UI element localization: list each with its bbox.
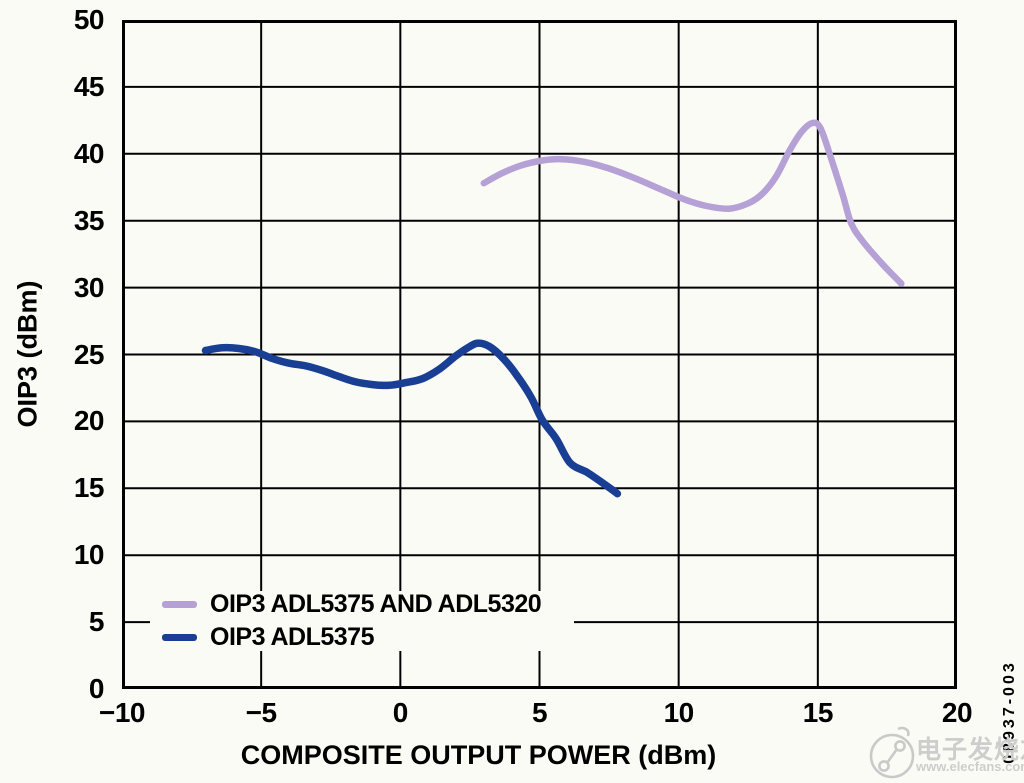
y-tick-label: 35 bbox=[73, 204, 105, 236]
legend-label: OIP3 ADL5375 bbox=[210, 623, 374, 651]
y-tick-label: 40 bbox=[73, 137, 105, 169]
watermark-cn-text: 电子发烧友 bbox=[916, 736, 1024, 764]
legend-item-adl5375-adl5320: OIP3 ADL5375 AND ADL5320 bbox=[162, 590, 574, 619]
y-axis-title: OIP3 (dBm) bbox=[12, 280, 43, 428]
series-line-0 bbox=[480, 119, 905, 287]
x-tick-label: 15 bbox=[802, 697, 834, 728]
legend-swatch-blue bbox=[162, 634, 197, 641]
legend-label: OIP3 ADL5375 AND ADL5320 bbox=[210, 590, 542, 618]
y-tick-label: 45 bbox=[73, 70, 105, 102]
y-tick-label: 25 bbox=[73, 338, 105, 370]
series-line-1 bbox=[201, 339, 622, 498]
y-tick-label: 10 bbox=[73, 539, 105, 571]
x-tick-label: −5 bbox=[245, 697, 277, 728]
y-tick-label: 0 bbox=[88, 673, 105, 704]
x-tick-label: 10 bbox=[663, 697, 695, 728]
y-tick-label: 20 bbox=[73, 405, 105, 437]
x-axis-title: COMPOSITE OUTPUT POWER (dBm) bbox=[240, 740, 717, 770]
chart-canvas bbox=[122, 20, 957, 689]
legend: OIP3 ADL5375 AND ADL5320 OIP3 ADL5375 bbox=[150, 590, 574, 652]
y-tick-label: 30 bbox=[73, 271, 105, 303]
y-tick-label: 15 bbox=[73, 472, 105, 504]
y-tick-label: 50 bbox=[73, 4, 105, 35]
watermark: 电子发烧友 www.elecfans.com bbox=[868, 722, 1024, 782]
legend-swatch-purple bbox=[162, 601, 197, 608]
legend-item-adl5375: OIP3 ADL5375 bbox=[162, 623, 574, 652]
x-tick-label: 5 bbox=[531, 697, 548, 728]
watermark-url-text: www.elecfans.com bbox=[916, 759, 1024, 774]
x-tick-label: 20 bbox=[941, 697, 973, 728]
x-tick-label: 0 bbox=[392, 697, 409, 728]
x-tick-label: −10 bbox=[99, 697, 146, 728]
elecfans-logo-icon bbox=[869, 726, 915, 779]
y-tick-label: 5 bbox=[88, 606, 105, 638]
plot-area: OIP3 ADL5375 AND ADL5320 OIP3 ADL5375 bbox=[122, 20, 957, 689]
